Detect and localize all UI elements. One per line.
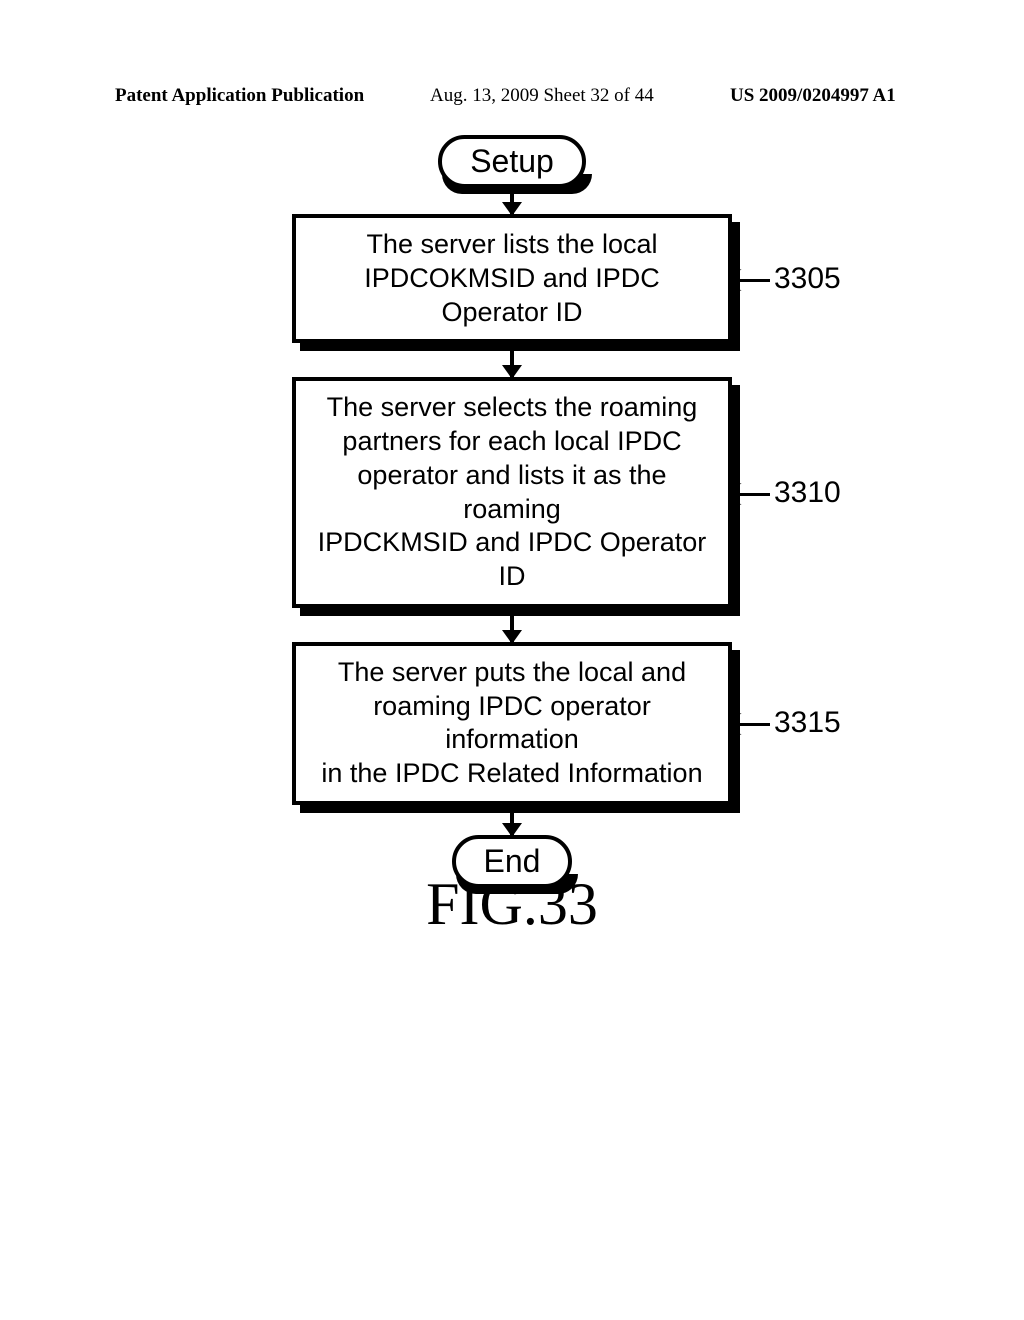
- p1-process: The server lists the localIPDCOKMSID and…: [292, 214, 732, 343]
- figure-label: FIG.33: [0, 870, 1024, 939]
- p1-label: The server lists the localIPDCOKMSID and…: [292, 214, 732, 343]
- start-terminator: Setup: [438, 135, 586, 188]
- header-center: Aug. 13, 2009 Sheet 32 of 44: [430, 85, 654, 107]
- p2-process: The server selects the roamingpartners f…: [292, 377, 732, 608]
- p2-ref-connector: [740, 493, 770, 496]
- p1-ref-connector: [740, 279, 770, 282]
- p2-label: The server selects the roamingpartners f…: [292, 377, 732, 608]
- arrow-3: [510, 805, 514, 835]
- p3-ref-label: 3315: [774, 706, 841, 740]
- arrow-2: [510, 608, 514, 642]
- flowchart-container: Setup The server lists the localIPDCOKMSI…: [0, 135, 1024, 888]
- arrow-1: [510, 343, 514, 377]
- start-label: Setup: [438, 135, 586, 188]
- header-right: US 2009/0204997 A1: [730, 85, 896, 107]
- p2-ref-label: 3310: [774, 476, 841, 510]
- p1-ref-label: 3305: [774, 262, 841, 296]
- p3-label: The server puts the local androaming IPD…: [292, 642, 732, 805]
- p3-process: The server puts the local androaming IPD…: [292, 642, 732, 805]
- header-left: Patent Application Publication: [115, 85, 364, 107]
- arrow-0: [510, 188, 514, 214]
- p3-ref-connector: [740, 723, 770, 726]
